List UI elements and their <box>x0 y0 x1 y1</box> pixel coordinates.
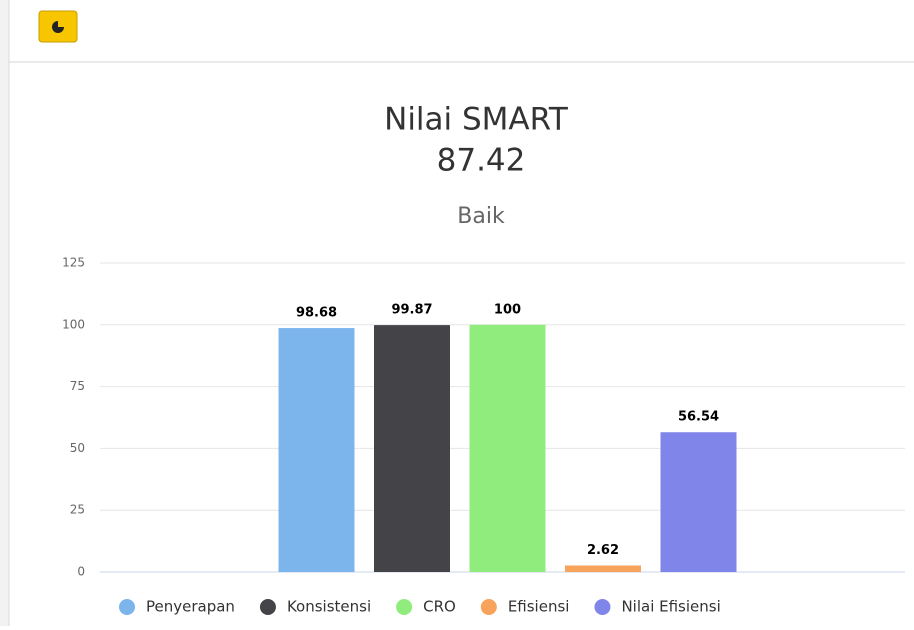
chart-subtitle: Baik <box>457 204 505 229</box>
y-tick-label: 50 <box>70 441 85 455</box>
legend-marker <box>119 599 135 615</box>
data-label: 2.62 <box>587 543 619 558</box>
y-tick-label: 25 <box>70 503 85 517</box>
bar <box>374 325 450 572</box>
legend-label: Penyerapan <box>146 598 235 616</box>
bar <box>660 432 737 572</box>
legend-marker <box>396 599 413 615</box>
bar <box>469 324 546 572</box>
chart-icon-button[interactable] <box>38 10 78 43</box>
y-tick-label: 75 <box>70 379 85 393</box>
pie-slice-icon <box>58 20 65 27</box>
legend-label: CRO <box>423 598 456 616</box>
left-border <box>0 0 9 626</box>
legend-marker <box>594 599 611 615</box>
legend-marker <box>259 599 276 615</box>
data-label: 98.68 <box>296 306 337 321</box>
data-label: 100 <box>494 302 521 317</box>
legend-label: Konsistensi <box>287 598 371 616</box>
chart-score: 87.42 <box>437 143 526 179</box>
y-tick-label: 0 <box>77 565 85 579</box>
legend-label: Efisiensi <box>508 598 570 616</box>
legend-label: Nilai Efisiensi <box>621 598 720 616</box>
data-label: 56.54 <box>678 410 719 425</box>
bar <box>565 565 641 572</box>
y-tick-label: 125 <box>62 256 85 270</box>
legend-marker <box>480 599 497 615</box>
chart-title: Nilai SMART <box>384 102 569 138</box>
data-label: 99.87 <box>391 303 432 318</box>
y-tick-label: 100 <box>62 317 85 331</box>
bar <box>278 328 355 572</box>
